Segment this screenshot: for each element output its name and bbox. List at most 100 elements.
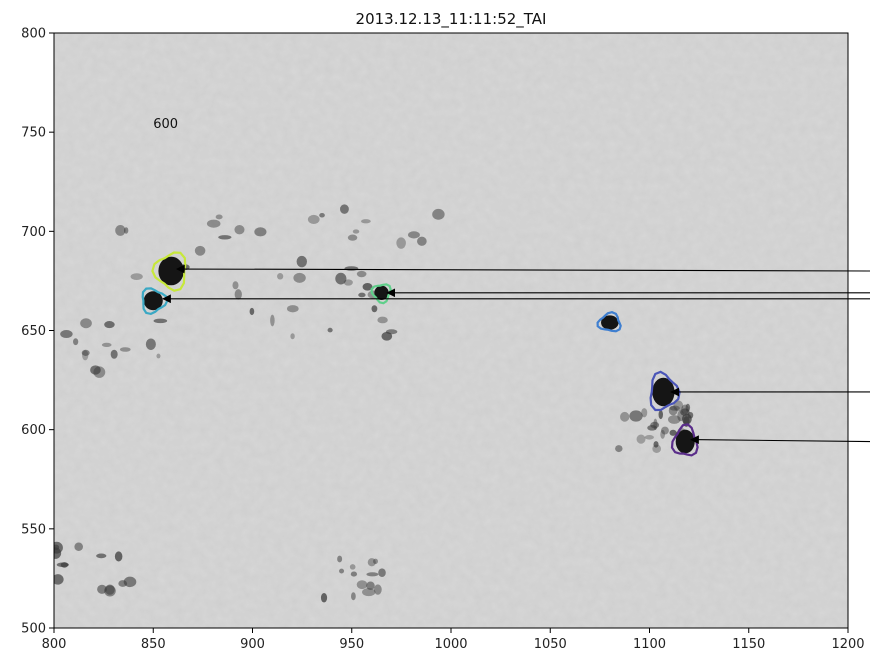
dark-pore [339, 568, 345, 574]
dark-pore [667, 415, 681, 424]
x-axis: 800 850 900 950 1000 1050 1100 1150 1200 [42, 628, 865, 652]
dark-pore [110, 349, 118, 359]
dark-pore [118, 580, 128, 587]
dark-pore [356, 270, 367, 278]
dark-pore [232, 281, 239, 290]
feature-core [675, 429, 695, 454]
dark-pore [349, 564, 356, 570]
dark-pore [234, 289, 242, 300]
dark-pore [669, 405, 680, 411]
feature-arrows [162, 264, 870, 445]
dark-pore [661, 426, 669, 435]
dark-pore [347, 234, 358, 241]
dark-pore [218, 235, 232, 240]
feature-contour [670, 423, 699, 457]
dark-pore [80, 318, 92, 329]
y-tick-label: 750 [21, 126, 46, 141]
y-tick-label: 700 [21, 225, 46, 240]
dark-pore [327, 327, 333, 333]
dark-pore [215, 214, 223, 220]
feature-core [652, 377, 675, 407]
dark-pore [293, 272, 306, 283]
dark-pore [319, 212, 325, 218]
dark-pore [234, 224, 245, 235]
dark-pore [366, 572, 379, 577]
dark-pore [115, 225, 126, 236]
feature-arrow [690, 435, 870, 445]
dark-pore [156, 353, 161, 359]
dark-pore [669, 429, 677, 436]
dark-pore [377, 316, 388, 324]
feature-contours [141, 251, 699, 457]
annotation-label: 600 [153, 117, 178, 132]
x-tick-label: 1150 [732, 637, 765, 652]
dark-pore [286, 305, 299, 313]
dark-pore [119, 347, 131, 352]
dark-pore [650, 421, 660, 429]
dark-pore [81, 349, 90, 356]
dark-pore [340, 204, 349, 214]
feature-core [601, 315, 619, 330]
dark-pore [343, 279, 353, 286]
x-tick-label: 800 [42, 637, 67, 652]
y-tick-label: 600 [21, 423, 46, 438]
dark-pore [54, 574, 64, 585]
dark-pore [82, 350, 89, 361]
dark-pore [60, 330, 73, 339]
dark-pore [90, 365, 101, 375]
x-tick-label: 950 [339, 637, 364, 652]
y-tick-label: 800 [21, 27, 46, 42]
dark-pore [123, 227, 129, 234]
dark-pore [367, 558, 376, 567]
dark-pore [296, 255, 307, 268]
dark-pore [685, 403, 691, 412]
chart-title: 2013.12.13_11:11:52_TAI [356, 10, 547, 29]
dark-pore [673, 400, 684, 412]
dark-pore [356, 580, 368, 590]
feature-core [374, 285, 389, 300]
dark-pore [653, 441, 659, 448]
dark-pore [362, 283, 373, 291]
dark-pore [660, 429, 666, 439]
dark-pore [101, 342, 112, 348]
x-tick-label: 900 [240, 637, 265, 652]
feature-contour [141, 287, 169, 316]
dark-pore [320, 592, 328, 603]
dark-pore [668, 405, 678, 416]
dark-pore [54, 544, 60, 551]
dark-pore [56, 562, 69, 567]
feature-contour [151, 251, 187, 292]
annotations: 600 [153, 117, 178, 132]
dark-pore [277, 273, 284, 280]
feature-core [143, 291, 163, 311]
dark-pore [307, 214, 320, 224]
dark-pore [396, 237, 406, 249]
y-axis: 500 550 600 650 700 750 800 [21, 27, 54, 637]
dark-pore [344, 266, 359, 271]
dark-pore [658, 410, 663, 420]
dark-pore [290, 333, 295, 340]
x-tick-label: 1200 [831, 637, 864, 652]
dark-pore [104, 321, 115, 329]
x-tick-label: 1000 [434, 637, 467, 652]
dark-pore [371, 305, 378, 313]
dark-pore [145, 338, 156, 350]
dark-pore [114, 551, 123, 562]
feature-contour [649, 370, 681, 412]
dark-pore [352, 229, 360, 234]
dark-pore [636, 434, 646, 444]
dark-pore [73, 338, 79, 346]
dark-pore [687, 411, 694, 419]
dark-pore [641, 408, 648, 418]
dark-pore [96, 553, 107, 559]
feature-contour [370, 283, 392, 305]
dark-pore [620, 411, 630, 422]
dark-pore [629, 410, 643, 422]
dark-pore [130, 273, 143, 281]
y-tick-label: 500 [21, 622, 46, 637]
dark-pore [407, 231, 420, 239]
dark-pore [270, 314, 275, 327]
feature-contour [596, 311, 622, 333]
dark-pore [206, 219, 221, 228]
feature-core [158, 256, 184, 286]
